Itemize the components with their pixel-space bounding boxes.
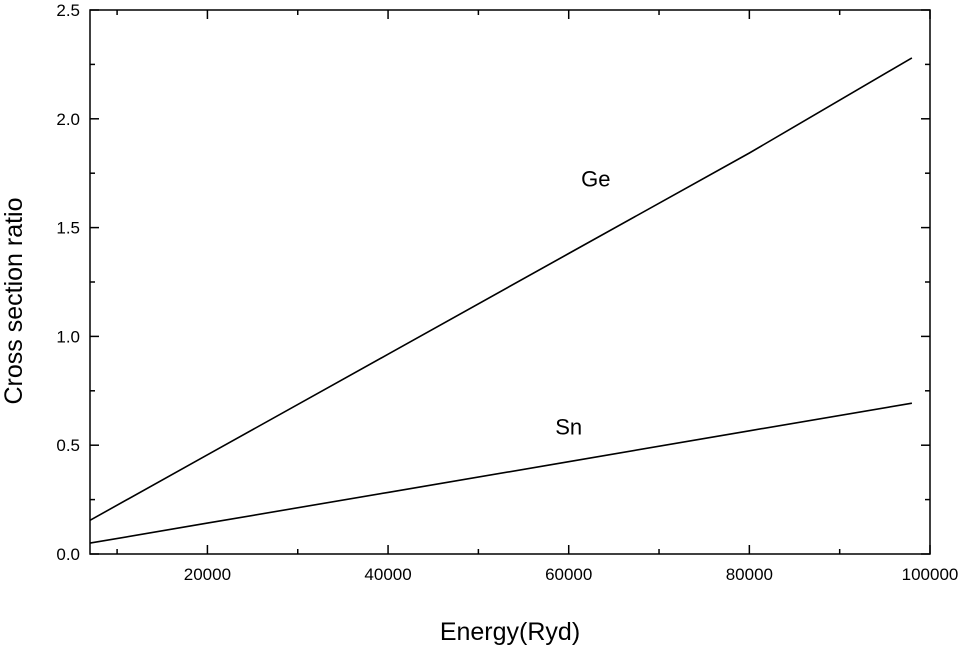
y-tick-label: 0.5	[56, 436, 80, 455]
series-line-ge	[89, 57, 913, 521]
x-tick-label: 20000	[184, 565, 231, 584]
ticks-layer: 20000 40000 60000 80000 100000 0.0 0.5 1.0 1.5 2.…	[56, 1, 958, 584]
annotation-layer: Ge Sn	[555, 166, 610, 439]
x-axis-title: Energy(Ryd)	[440, 618, 580, 645]
series-label-ge: Ge	[581, 166, 610, 191]
series-layer	[89, 57, 913, 544]
series-label-sn: Sn	[555, 414, 582, 439]
y-tick-label: 2.5	[56, 1, 80, 20]
x-tick-label: 100000	[902, 565, 959, 584]
x-tick-label: 60000	[545, 565, 592, 584]
y-tick-label: 0.0	[56, 545, 80, 564]
y-axis-title: Cross section ratio	[0, 197, 28, 404]
y-tick-label: 2.0	[56, 110, 80, 129]
series-line-sn	[89, 402, 913, 544]
x-tick-label: 80000	[726, 565, 773, 584]
y-tick-label: 1.0	[56, 327, 80, 346]
y-tick-label: 1.5	[56, 219, 80, 238]
x-tick-label: 40000	[364, 565, 411, 584]
